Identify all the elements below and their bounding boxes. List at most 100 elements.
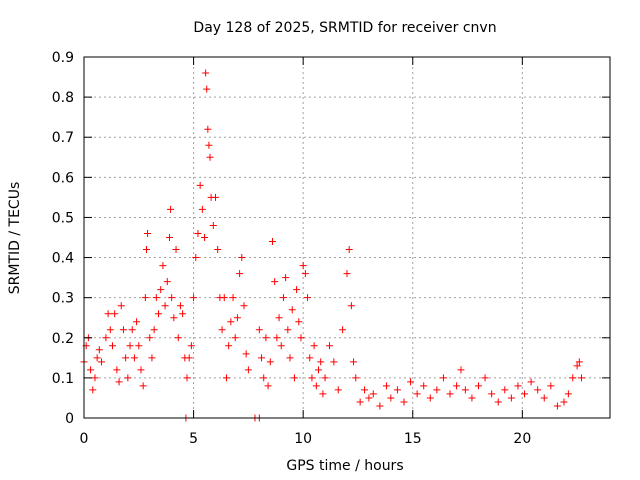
data-point	[212, 193, 219, 201]
data-point	[295, 318, 303, 326]
data-point	[176, 302, 184, 310]
data-point	[231, 334, 239, 342]
data-point	[115, 378, 123, 386]
data-point	[236, 270, 244, 278]
data-point	[382, 382, 390, 390]
data-point	[540, 394, 548, 402]
y-tick-label: 0.6	[52, 170, 74, 186]
data-point	[225, 342, 233, 350]
data-point	[277, 342, 285, 350]
data-point	[214, 246, 222, 254]
data-point	[98, 358, 106, 366]
data-point	[172, 246, 180, 254]
axis-ticks	[83, 56, 610, 419]
data-point	[461, 386, 469, 394]
data-point	[91, 374, 99, 382]
data-point	[142, 246, 150, 254]
data-point	[124, 374, 132, 382]
data-point	[196, 181, 204, 189]
data-point	[144, 229, 152, 237]
data-point	[365, 394, 373, 402]
data-point	[244, 366, 252, 374]
x-tick-label: 15	[404, 431, 422, 447]
y-tick-label: 0.5	[52, 210, 74, 226]
data-point	[334, 386, 342, 394]
data-point	[564, 390, 572, 398]
data-point	[304, 294, 312, 302]
grid-lines	[84, 57, 610, 418]
data-point	[130, 354, 138, 362]
data-point	[155, 310, 163, 318]
data-point	[258, 354, 266, 362]
data-point	[119, 326, 127, 334]
data-point	[268, 238, 276, 246]
data-point	[330, 358, 338, 366]
data-point	[339, 326, 347, 334]
data-point	[146, 334, 154, 342]
data-point	[183, 374, 191, 382]
data-point	[238, 254, 246, 262]
data-point	[481, 374, 489, 382]
data-point	[113, 366, 121, 374]
data-point	[137, 366, 145, 374]
data-point	[108, 342, 116, 350]
data-point	[521, 390, 529, 398]
data-point	[163, 278, 171, 286]
data-point	[93, 354, 101, 362]
data-point	[202, 69, 210, 77]
data-point	[187, 342, 195, 350]
data-point	[122, 354, 130, 362]
data-point	[273, 334, 281, 342]
data-point	[87, 366, 95, 374]
data-point	[165, 234, 173, 241]
data-point	[95, 346, 103, 354]
data-point	[439, 374, 447, 382]
data-point	[569, 374, 577, 382]
data-point	[282, 274, 290, 282]
data-point	[204, 125, 212, 133]
data-point	[547, 382, 555, 390]
data-point	[321, 374, 329, 382]
data-point	[218, 326, 226, 334]
y-tick-label: 0.7	[52, 130, 74, 146]
data-point	[190, 294, 198, 302]
data-point	[170, 314, 178, 322]
data-point	[220, 294, 228, 302]
data-point	[159, 262, 167, 270]
data-point	[126, 342, 134, 350]
data-point	[133, 318, 141, 326]
data-point	[104, 310, 112, 318]
data-point	[578, 374, 586, 382]
data-point	[150, 326, 158, 334]
x-tick-labels: 0 5 10 15 20	[80, 431, 532, 447]
data-point	[573, 362, 581, 370]
data-point	[507, 394, 515, 402]
data-point	[325, 342, 333, 350]
data-point	[174, 334, 182, 342]
data-point	[227, 318, 235, 326]
data-point	[205, 141, 213, 149]
data-point	[369, 390, 377, 398]
data-point	[198, 205, 206, 213]
data-point	[317, 358, 325, 366]
data-point	[494, 398, 502, 406]
data-points	[80, 69, 586, 422]
data-point	[345, 246, 353, 254]
data-point	[343, 270, 351, 278]
data-point	[128, 326, 136, 334]
data-point	[260, 374, 268, 382]
data-point	[275, 314, 283, 322]
y-tick-label: 0	[65, 411, 74, 427]
data-point	[264, 382, 272, 390]
data-point	[266, 358, 274, 366]
data-point	[299, 262, 307, 270]
data-point	[315, 366, 323, 374]
plot-frame	[83, 56, 611, 419]
data-point	[290, 374, 298, 382]
data-point	[446, 390, 454, 398]
data-point	[514, 382, 522, 390]
data-point	[420, 382, 428, 390]
y-axis-title: SRMTID / TECUs	[7, 182, 23, 295]
data-point	[475, 382, 482, 390]
